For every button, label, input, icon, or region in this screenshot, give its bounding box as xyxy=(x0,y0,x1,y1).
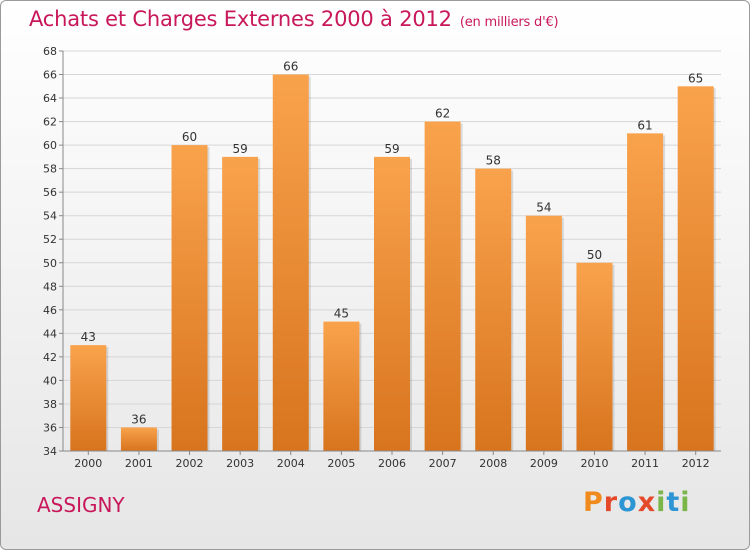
proxiti-logo: Proxiti xyxy=(583,487,691,518)
bar-2008 xyxy=(475,168,512,451)
bars: 43 36 60 59 66 45 59 62 58 54 50 61 65 xyxy=(70,60,716,452)
y-tick-label: 34 xyxy=(43,445,57,458)
data-label: 45 xyxy=(334,307,349,321)
x-tick-label: 2004 xyxy=(277,457,305,470)
x-axis: 2000 2001 2002 2003 2004 2005 2006 2007 2008 2009… xyxy=(63,450,721,470)
data-label: 59 xyxy=(384,142,399,156)
y-tick-label: 66 xyxy=(43,69,57,82)
bar-2004 xyxy=(272,74,309,451)
y-tick-label: 54 xyxy=(43,210,57,223)
data-label: 54 xyxy=(536,201,551,215)
x-tick-label: 2009 xyxy=(530,457,558,470)
x-tick-label: 2010 xyxy=(580,457,608,470)
data-label: 43 xyxy=(81,330,96,344)
x-tick-label: 2011 xyxy=(631,457,659,470)
x-tick-label: 2003 xyxy=(226,457,254,470)
y-tick-label: 58 xyxy=(43,163,57,176)
logo-letter: P xyxy=(583,487,604,518)
chart-title: Achats et Charges Externes 2000 à 2012 (e… xyxy=(29,7,559,31)
chart-subtitle: (en milliers d'€) xyxy=(459,15,559,30)
x-tick-label: 2012 xyxy=(682,457,710,470)
bar-2005 xyxy=(323,321,360,451)
y-tick-label: 64 xyxy=(43,92,57,105)
logo-letter: r xyxy=(603,487,619,518)
bar-2007 xyxy=(424,121,461,452)
x-tick-label: 2001 xyxy=(125,457,153,470)
logo-letter: x xyxy=(637,487,657,518)
commune-name: ASSIGNY xyxy=(37,493,125,517)
chart-title-text: Achats et Charges Externes 2000 à 2012 xyxy=(29,7,452,31)
bar-2010 xyxy=(576,262,613,451)
y-tick-label: 38 xyxy=(43,398,57,411)
y-tick-label: 60 xyxy=(43,139,57,152)
y-axis: 34 36 38 40 42 44 46 48 50 52 54 56 58 60 62 64 66 68 xyxy=(43,45,64,458)
bar-2012 xyxy=(677,86,714,451)
data-label: 65 xyxy=(688,71,703,85)
x-tick-label: 2005 xyxy=(327,457,355,470)
y-tick-label: 42 xyxy=(43,351,57,364)
y-tick-label: 52 xyxy=(43,233,57,246)
y-tick-label: 40 xyxy=(43,374,57,387)
y-tick-label: 46 xyxy=(43,304,57,317)
bar-2011 xyxy=(627,133,664,451)
data-label: 58 xyxy=(486,154,501,168)
x-tick-label: 2007 xyxy=(429,457,457,470)
logo-letter: t xyxy=(666,487,681,518)
y-tick-label: 68 xyxy=(43,45,57,58)
data-label: 61 xyxy=(637,118,652,132)
data-label: 66 xyxy=(283,60,298,74)
bar-2009 xyxy=(525,215,562,451)
data-label: 62 xyxy=(435,107,450,121)
data-label: 36 xyxy=(131,412,146,426)
y-tick-label: 36 xyxy=(43,421,57,434)
logo-letter: i xyxy=(656,487,667,518)
data-label: 50 xyxy=(587,248,602,262)
bar-2006 xyxy=(374,156,410,451)
logo-letter: i xyxy=(680,487,691,518)
x-tick-label: 2000 xyxy=(74,457,102,470)
bar-2001 xyxy=(120,427,157,451)
logo-letter: o xyxy=(618,487,638,518)
bar-2000 xyxy=(70,345,107,451)
bar-2002 xyxy=(171,145,208,451)
y-tick-label: 62 xyxy=(43,116,57,129)
data-label: 59 xyxy=(233,142,248,156)
x-tick-label: 2008 xyxy=(479,457,507,470)
y-tick-label: 48 xyxy=(43,280,57,293)
x-tick-label: 2002 xyxy=(176,457,204,470)
data-label: 60 xyxy=(182,130,197,144)
y-tick-label: 50 xyxy=(43,257,57,270)
y-tick-label: 44 xyxy=(43,327,57,340)
x-tick-label: 2006 xyxy=(378,457,406,470)
y-tick-label: 56 xyxy=(43,186,57,199)
bar-2003 xyxy=(222,156,259,451)
